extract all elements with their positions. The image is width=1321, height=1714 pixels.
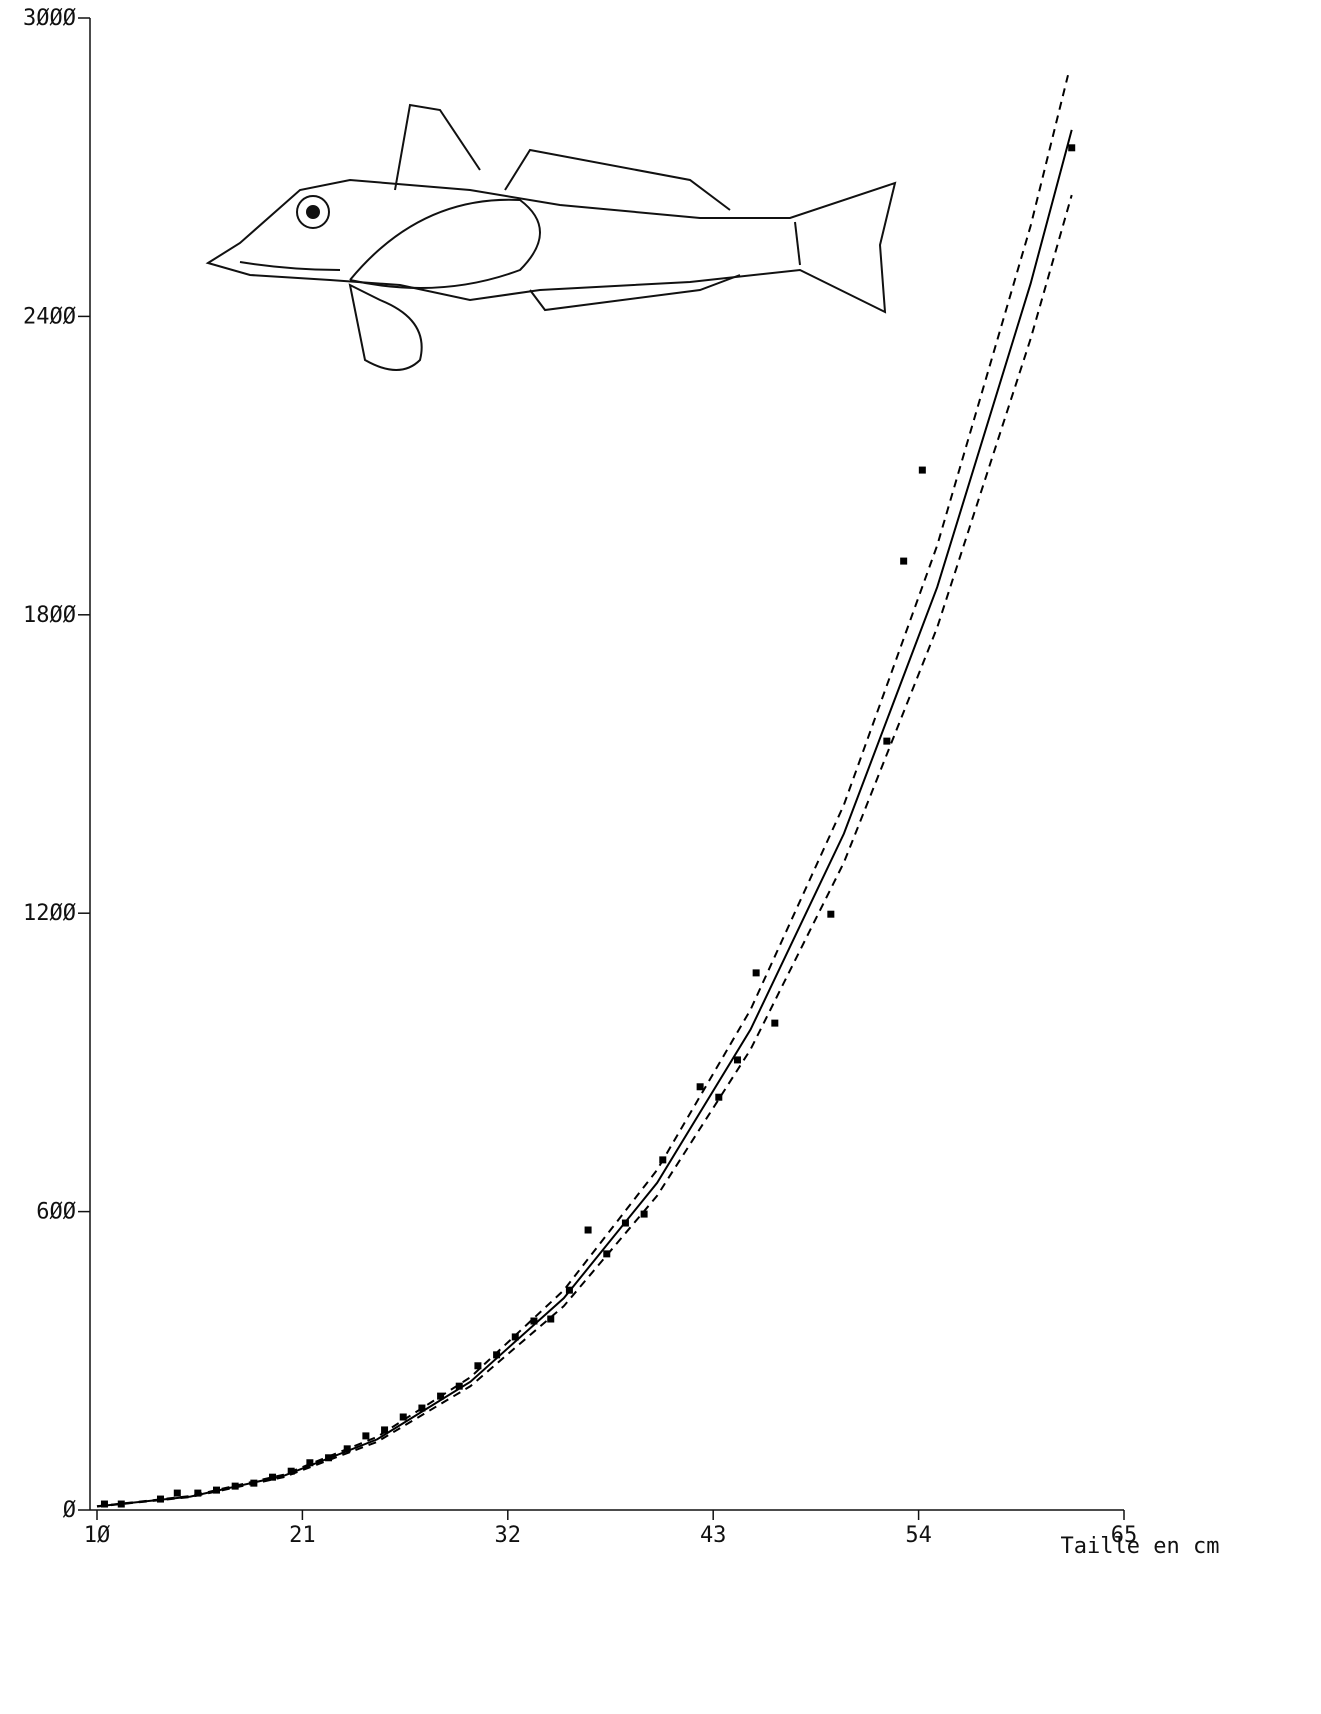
fit-curve (96, 129, 1073, 1508)
data-point (250, 1479, 258, 1487)
x-tick-label: 1Ø (84, 1523, 111, 1548)
data-point (715, 1093, 723, 1101)
data-point (418, 1404, 426, 1412)
y-tick-label: 12ØØ (23, 901, 76, 926)
data-point (696, 1083, 704, 1091)
fit-curve (96, 74, 1069, 1508)
data-point (640, 1210, 648, 1218)
x-tick-label: 65 (1111, 1523, 1138, 1548)
data-point (306, 1459, 314, 1467)
fit-curve (96, 194, 1073, 1508)
y-tick-label: 24ØØ (23, 304, 76, 329)
data-point (381, 1426, 389, 1434)
data-point (117, 1500, 125, 1508)
data-point (325, 1454, 333, 1462)
data-point (659, 1156, 667, 1164)
data-point (883, 737, 891, 745)
data-point (547, 1315, 555, 1323)
data-point (733, 1056, 741, 1064)
data-point (584, 1226, 592, 1234)
data-point (565, 1286, 573, 1294)
data-point (437, 1392, 445, 1400)
x-axis-label: Taille en cm (1061, 1534, 1220, 1559)
data-point (231, 1482, 239, 1490)
data-point (530, 1317, 538, 1325)
data-point (752, 969, 760, 977)
x-tick-label: 43 (700, 1523, 727, 1548)
data-point (900, 557, 908, 565)
data-point (287, 1467, 295, 1475)
data-point (194, 1489, 202, 1497)
x-tick-label: 32 (495, 1523, 522, 1548)
data-point (362, 1432, 370, 1440)
data-point (918, 466, 926, 474)
data-point (156, 1495, 164, 1503)
data-point (621, 1219, 629, 1227)
fish-illustration (205, 103, 897, 371)
x-tick-label: 54 (905, 1523, 932, 1548)
y-tick-label: Ø (63, 1498, 76, 1523)
y-tick-label: 6ØØ (36, 1200, 76, 1225)
data-point (1068, 144, 1076, 152)
data-point (474, 1362, 482, 1370)
data-point (827, 910, 835, 918)
data-point (173, 1489, 181, 1497)
y-tick-label: 3ØØØ (23, 6, 76, 31)
data-point (269, 1473, 277, 1481)
data-point (603, 1250, 611, 1258)
data-point (771, 1019, 779, 1027)
y-tick-label: 18ØØ (23, 603, 76, 628)
data-point (213, 1486, 221, 1494)
data-point (100, 1500, 108, 1508)
data-point (493, 1351, 501, 1359)
data-point (399, 1413, 407, 1421)
x-tick-label: 21 (289, 1523, 316, 1548)
data-point (343, 1445, 351, 1453)
data-point (511, 1333, 519, 1341)
data-point (455, 1382, 463, 1390)
